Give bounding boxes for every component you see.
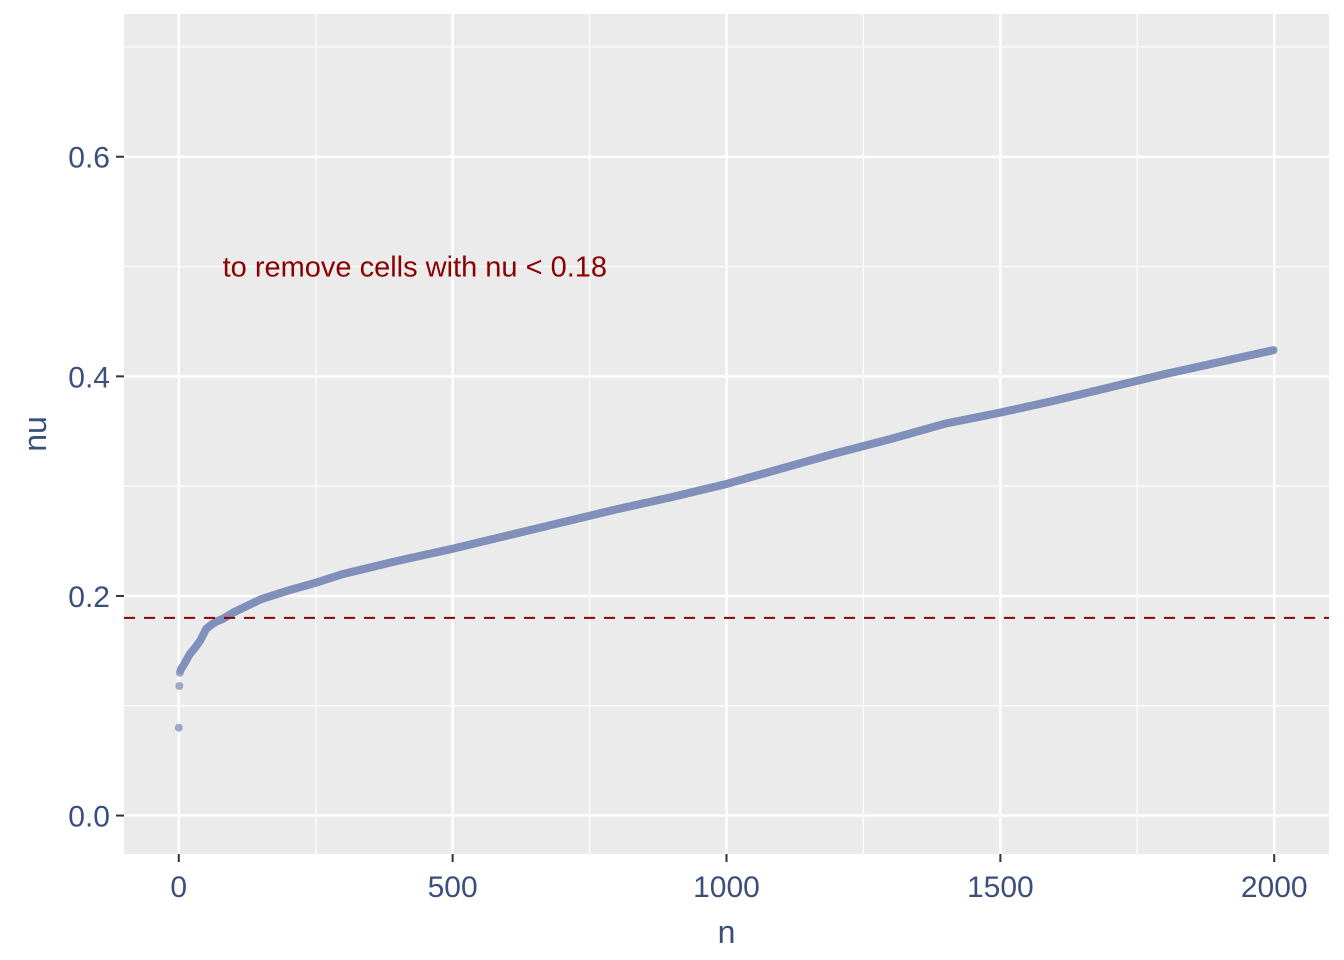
x-tick-labels: 0 500 1000 1500 2000 bbox=[170, 871, 1307, 904]
data-point bbox=[175, 682, 184, 690]
x-tick-label: 1500 bbox=[967, 871, 1034, 904]
y-tick-label: 0.4 bbox=[68, 361, 110, 394]
data-point bbox=[174, 723, 183, 732]
data-points bbox=[174, 346, 1278, 732]
x-tick-label: 500 bbox=[428, 871, 478, 904]
annotation-text: to remove cells with nu < 0.18 bbox=[223, 252, 607, 284]
x-tick-label: 1000 bbox=[693, 871, 760, 904]
y-tick-label: 0.6 bbox=[68, 142, 110, 175]
y-tick-label: 0.2 bbox=[68, 581, 110, 614]
y-axis-title: nu bbox=[17, 416, 53, 452]
axis-ticks bbox=[116, 155, 1276, 862]
x-tick-label: 0 bbox=[170, 871, 187, 904]
y-tick-labels: 0.0 0.2 0.4 0.6 bbox=[68, 142, 110, 834]
x-axis-title: n bbox=[718, 914, 736, 950]
y-tick-label: 0.0 bbox=[68, 801, 110, 834]
major-gridlines bbox=[124, 14, 1329, 854]
x-tick-label: 2000 bbox=[1241, 871, 1308, 904]
data-point bbox=[1269, 346, 1278, 355]
